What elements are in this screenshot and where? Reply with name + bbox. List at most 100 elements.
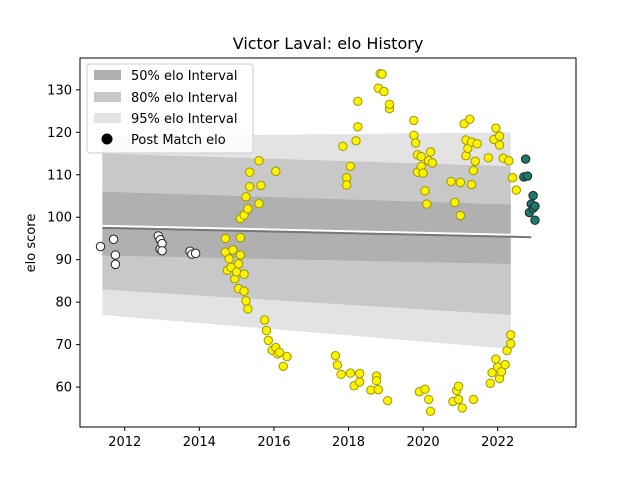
data-point	[425, 147, 436, 157]
data-point	[244, 167, 255, 177]
data-point	[468, 165, 479, 176]
data-point	[511, 185, 522, 195]
data-point	[496, 367, 507, 377]
data-point	[409, 115, 419, 126]
data-point	[241, 296, 251, 306]
legend-label-post-match: Post Match elo	[131, 133, 226, 148]
data-point	[422, 199, 432, 209]
data-point	[483, 153, 494, 163]
data-point	[345, 368, 356, 378]
data-point	[468, 394, 479, 405]
data-point	[336, 369, 346, 380]
data-point	[528, 190, 538, 201]
data-point	[239, 269, 249, 279]
data-point	[345, 161, 356, 171]
data-point	[353, 122, 363, 132]
plot-frame	[79, 57, 577, 428]
data-point	[241, 192, 251, 202]
data-point	[485, 378, 495, 388]
data-point	[373, 384, 384, 395]
data-point	[224, 254, 234, 264]
data-point	[530, 215, 540, 225]
data-point	[410, 138, 421, 148]
legend-label-95: 95% elo Interval	[131, 112, 238, 127]
data-point	[263, 335, 274, 346]
legend-swatch-95	[94, 113, 121, 123]
data-point	[466, 179, 477, 190]
data-point	[256, 180, 266, 191]
data-point	[384, 99, 395, 109]
data-point	[95, 241, 106, 252]
data-point	[416, 151, 426, 162]
y-axis-label: elo score	[24, 214, 39, 273]
data-point	[243, 204, 253, 214]
data-point	[423, 394, 434, 405]
data-point	[500, 359, 510, 370]
data-point	[239, 286, 249, 296]
y-tick-label: 130	[47, 83, 72, 98]
legend-box	[86, 63, 254, 154]
data-point	[457, 403, 467, 413]
x-tick-label: 2012	[108, 435, 141, 450]
legend-label-80: 80% elo Interval	[131, 91, 238, 106]
data-point	[520, 154, 531, 164]
data-point	[243, 304, 253, 314]
data-point	[338, 141, 348, 152]
chart-title: Victor Laval: elo History	[233, 34, 424, 53]
data-point	[506, 330, 516, 340]
data-point	[453, 381, 464, 391]
y-tick-label: 70	[55, 338, 72, 353]
data-point	[190, 248, 201, 259]
data-point	[418, 168, 428, 178]
data-point	[110, 259, 121, 270]
data-point	[244, 181, 255, 192]
data-point	[494, 131, 505, 141]
data-point	[332, 360, 343, 370]
x-tick-label: 2014	[183, 435, 216, 450]
x-tick-label: 2020	[407, 435, 440, 450]
data-point	[157, 246, 167, 256]
data-point	[453, 394, 464, 405]
legend-swatch-80	[94, 92, 121, 102]
x-axis: 2012 2014 2016 2018 2020 2022	[108, 427, 514, 450]
data-point	[235, 232, 246, 243]
data-point	[354, 368, 365, 379]
data-point	[455, 177, 466, 188]
data-point	[282, 351, 292, 362]
data-point	[353, 96, 363, 107]
data-point	[491, 123, 501, 133]
y-tick-label: 90	[55, 253, 72, 268]
y-tick-label: 120	[47, 126, 72, 141]
mean-elo-line	[102, 226, 532, 239]
data-point	[220, 233, 231, 244]
data-point	[491, 354, 501, 364]
data-point	[261, 325, 272, 336]
data-point	[455, 210, 466, 221]
legend-marker-post-match	[101, 133, 113, 145]
plot-area	[95, 69, 540, 416]
data-point	[254, 156, 264, 166]
legend: 50% elo Interval 80% elo Interval 95% el…	[86, 63, 254, 154]
data-point	[371, 376, 382, 386]
data-point	[446, 176, 456, 187]
data-point	[506, 339, 516, 349]
data-point	[507, 173, 518, 183]
legend-swatch-50	[94, 70, 121, 80]
data-point	[450, 197, 460, 208]
data-point	[354, 377, 365, 387]
data-point	[465, 114, 475, 124]
data-point	[377, 69, 387, 79]
y-axis: 60 70 80 90 100 110 120 130	[47, 83, 80, 396]
y-tick-label: 100	[47, 211, 72, 226]
data-point	[427, 158, 438, 168]
legend-label-50: 50% elo Interval	[131, 69, 238, 84]
data-point	[278, 361, 288, 371]
data-point	[274, 347, 285, 357]
data-point	[341, 180, 352, 190]
data-point	[254, 198, 264, 209]
data-point	[235, 250, 246, 260]
data-point	[379, 86, 389, 97]
data-point	[351, 136, 361, 146]
data-point	[504, 156, 514, 166]
